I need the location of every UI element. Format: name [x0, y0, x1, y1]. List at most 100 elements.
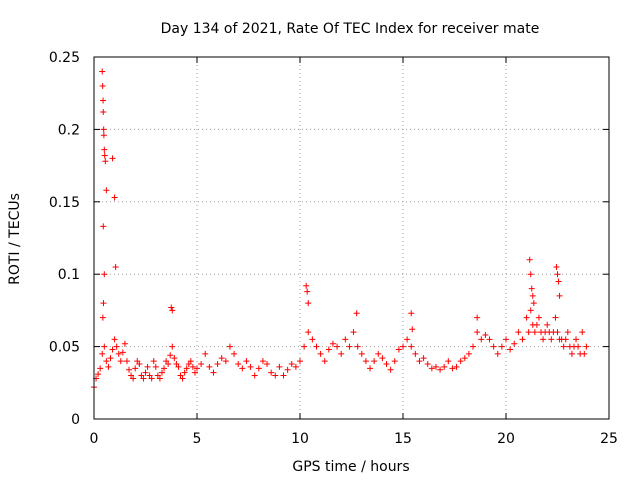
- data-point: [272, 372, 279, 379]
- data-point: [461, 355, 468, 362]
- data-point: [101, 152, 108, 159]
- x-axis-label: GPS time / hours: [292, 459, 409, 475]
- ticks: 0 5 10 15 20 25 0 0.05 0.1 0.15 0.2 0.25: [49, 50, 618, 447]
- data-point: [187, 358, 194, 365]
- data-point: [101, 271, 108, 278]
- data-points: [91, 68, 590, 391]
- data-point: [305, 329, 312, 336]
- data-point: [303, 282, 310, 289]
- data-point: [544, 321, 551, 328]
- y-tick-label: 0.1: [58, 267, 80, 283]
- data-point: [247, 363, 254, 370]
- data-point: [288, 360, 295, 367]
- data-point: [301, 343, 308, 350]
- data-point: [140, 375, 147, 382]
- data-point: [206, 363, 213, 370]
- data-point: [334, 343, 341, 350]
- data-point: [486, 336, 493, 343]
- data-point: [391, 358, 398, 365]
- data-point: [152, 363, 159, 370]
- data-point: [325, 346, 332, 353]
- data-point: [441, 363, 448, 370]
- data-point: [556, 292, 563, 299]
- data-point: [226, 343, 233, 350]
- data-point: [161, 365, 168, 372]
- data-point: [409, 326, 416, 333]
- data-point: [169, 307, 176, 314]
- data-point: [552, 314, 559, 321]
- data-point: [338, 350, 345, 357]
- data-point: [560, 343, 567, 350]
- data-point: [554, 271, 561, 278]
- data-point: [525, 329, 532, 336]
- data-point: [99, 314, 106, 321]
- x-tick-label: 20: [497, 431, 515, 447]
- data-point: [503, 336, 509, 343]
- data-point: [408, 310, 415, 317]
- data-point: [111, 336, 118, 343]
- data-point: [515, 329, 522, 336]
- data-point: [142, 369, 149, 376]
- data-point: [284, 366, 291, 373]
- data-point: [100, 300, 107, 307]
- data-point: [527, 271, 534, 278]
- data-point: [581, 350, 588, 357]
- data-point: [530, 300, 537, 307]
- data-point: [181, 369, 188, 376]
- data-point: [412, 350, 419, 357]
- data-point: [362, 358, 369, 365]
- x-tick-label: 25: [600, 431, 618, 447]
- data-point: [117, 358, 124, 365]
- data-point: [465, 350, 472, 357]
- data-point: [189, 363, 196, 370]
- data-point: [222, 358, 229, 365]
- data-point: [97, 365, 104, 372]
- data-point: [490, 343, 497, 350]
- data-point: [259, 358, 266, 365]
- data-point: [554, 329, 561, 336]
- x-tick-label: 0: [90, 431, 99, 447]
- data-point: [321, 358, 328, 365]
- data-point: [102, 158, 109, 165]
- data-point: [309, 336, 316, 343]
- data-point: [449, 365, 456, 372]
- data-point: [535, 314, 542, 321]
- data-point: [276, 363, 283, 370]
- data-point: [218, 355, 225, 362]
- data-point: [112, 263, 119, 270]
- data-point: [519, 336, 526, 343]
- data-point: [268, 369, 275, 376]
- y-tick-label: 0.25: [49, 50, 80, 66]
- data-point: [416, 358, 423, 365]
- data-point: [424, 360, 431, 367]
- plot-frame: [93, 56, 610, 420]
- data-point: [457, 358, 464, 365]
- data-point: [255, 365, 262, 372]
- data-point: [482, 332, 489, 339]
- data-point: [136, 360, 143, 367]
- data-point: [533, 321, 540, 328]
- data-point: [305, 300, 312, 307]
- data-point: [353, 310, 360, 317]
- data-point: [329, 340, 336, 347]
- data-point: [132, 365, 139, 372]
- data-point: [573, 336, 580, 343]
- data-point: [126, 366, 133, 373]
- data-point: [243, 358, 250, 365]
- data-point: [375, 350, 382, 357]
- data-point: [555, 278, 562, 285]
- data-point: [103, 187, 110, 194]
- data-point: [354, 343, 361, 350]
- data-point: [251, 372, 258, 379]
- data-point: [144, 363, 151, 370]
- data-point: [367, 365, 374, 372]
- data-point: [99, 350, 106, 357]
- data-point: [383, 360, 390, 367]
- data-point: [231, 350, 238, 357]
- data-point: [99, 82, 106, 89]
- data-point: [531, 329, 538, 336]
- x-tick-label: 5: [193, 431, 202, 447]
- data-point: [103, 358, 110, 365]
- data-point: [528, 285, 535, 292]
